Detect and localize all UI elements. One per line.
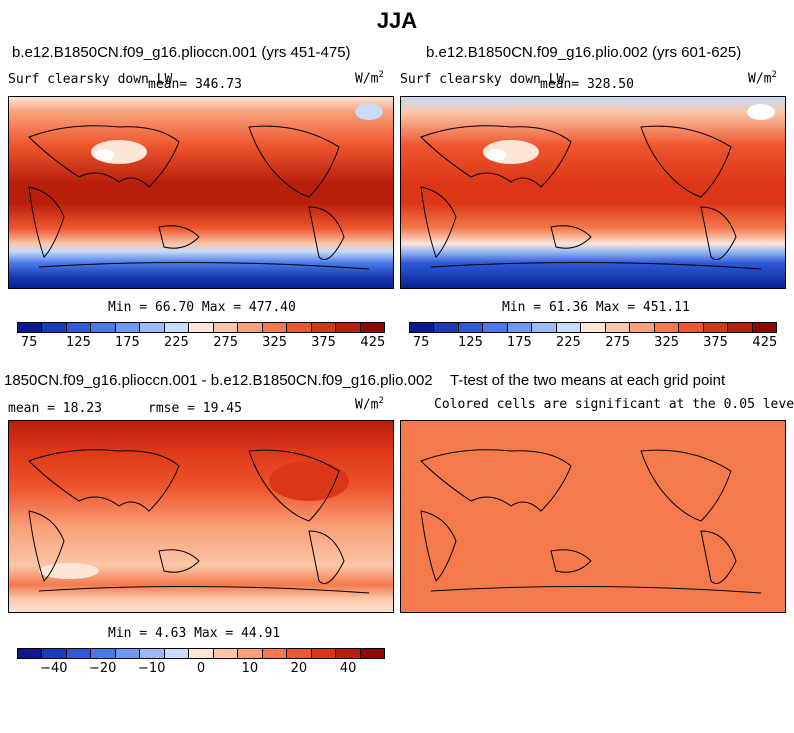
- panel2-colorbar-tick-label: 375: [703, 335, 728, 350]
- panel4-map: [400, 420, 786, 613]
- panel1-map-svg: [9, 97, 393, 288]
- panel1-colorbar-swatch-5: [140, 323, 165, 332]
- panel1-colorbar-swatch-14: [360, 323, 385, 332]
- panel3-colorbar-swatch-1: [42, 649, 67, 658]
- panel1-colorbar-tick-label: 325: [262, 335, 288, 350]
- panel1-colorbar: [17, 322, 385, 333]
- panel3-colorbar-swatch-10: [262, 649, 288, 658]
- panel3-colorbar-swatch-8: [213, 649, 239, 658]
- panel1-title: b.e12.B1850CN.f09_g16.plioccn.001 (yrs 4…: [12, 44, 351, 61]
- panel2-colorbar-swatch-3: [483, 323, 508, 332]
- panel1-colorbar-tick-label: 125: [66, 335, 91, 350]
- panel2-map: [400, 96, 786, 289]
- panel2-colorbar-swatch-8: [605, 323, 631, 332]
- panel1-colorbar-swatch-1: [42, 323, 67, 332]
- panel3-minmax: Min = 4.63 Max = 44.91: [108, 626, 281, 641]
- panel1-colorbar-swatch-2: [66, 323, 92, 332]
- panel3-map: [8, 420, 394, 613]
- panel3-mean: mean = 18.23: [8, 401, 102, 416]
- panel3-colorbar-swatch-3: [91, 649, 116, 658]
- panel2-colorbar-tick-label: 75: [412, 335, 430, 350]
- panel2-colorbar-swatch-7: [581, 323, 606, 332]
- panel3-colorbar-swatch-5: [140, 649, 165, 658]
- panel1-colorbar-swatch-11: [287, 323, 312, 332]
- panel1-colorbar-tick-label: 425: [360, 335, 386, 350]
- panel2-colorbar: [409, 322, 777, 333]
- panel1-units: W/m2: [355, 70, 384, 87]
- panel2-title: b.e12.B1850CN.f09_g16.plio.002 (yrs 601-…: [426, 44, 742, 61]
- panel1-colorbar-swatch-0: [18, 323, 43, 332]
- panel2-mean: mean= 328.50: [540, 77, 634, 92]
- panel4-subtitle: Colored cells are significant at the 0.0…: [434, 397, 794, 412]
- panel3-colorbar-swatch-11: [287, 649, 312, 658]
- panel2-colorbar-swatch-14: [752, 323, 777, 332]
- panel3-colorbar-swatch-2: [66, 649, 92, 658]
- panel1-colorbar-swatch-3: [91, 323, 116, 332]
- panel1-colorbar-tick-label: 275: [213, 335, 239, 350]
- panel2-colorbar-tick-label: 125: [458, 335, 483, 350]
- panel2-colorbar-tick-label: 225: [555, 335, 581, 350]
- panel3-colorbar: [17, 648, 385, 659]
- panel1-colorbar-tick-label: 175: [114, 335, 140, 350]
- panel3-colorbar-tick-label: 40: [339, 661, 357, 676]
- panel2-colorbar-tick-label: 275: [605, 335, 631, 350]
- panel1-minmax: Min = 66.70 Max = 477.40: [108, 300, 296, 315]
- panel1-colorbar-tick-label: 75: [20, 335, 38, 350]
- panel3-colorbar-swatch-13: [336, 649, 361, 658]
- panel3-colorbar-swatch-14: [360, 649, 385, 658]
- panel3-colorbar-tick-label: −20: [89, 661, 117, 676]
- panel3-title: 1850CN.f09_g16.plioccn.001 - b.e12.B1850…: [4, 372, 433, 389]
- panel3-colorbar-swatch-4: [115, 649, 141, 658]
- panel1-map: [8, 96, 394, 289]
- panel3-colorbar-tick-label: 0: [196, 661, 206, 676]
- panel3-colorbar-tick-label: 20: [290, 661, 308, 676]
- panel3-colorbar-swatch-9: [238, 649, 263, 658]
- panel2-colorbar-swatch-12: [703, 323, 729, 332]
- panel4-map-svg: [420, 449, 762, 594]
- panel2-colorbar-tick-label: 175: [506, 335, 532, 350]
- panel2-colorbar-swatch-6: [556, 323, 582, 332]
- panel1-colorbar-swatch-4: [115, 323, 141, 332]
- panel3-colorbar-swatch-12: [311, 649, 337, 658]
- panel1-colorbar-tick-label: 375: [311, 335, 336, 350]
- panel3-map-svg: [9, 421, 393, 612]
- panel2-colorbar-tick-label: 425: [752, 335, 778, 350]
- panel2-variable: Surf clearsky down LW: [400, 72, 565, 87]
- panel3-rmse: rmse = 19.45: [148, 401, 242, 416]
- panel1-colorbar-swatch-6: [164, 323, 190, 332]
- panel2-units: W/m2: [748, 70, 777, 87]
- panel3-colorbar-tick-label: −10: [137, 661, 166, 676]
- panel2-minmax: Min = 61.36 Max = 451.11: [502, 300, 690, 315]
- panel2-colorbar-swatch-5: [532, 323, 557, 332]
- panel2-colorbar-swatch-13: [728, 323, 753, 332]
- panel3-colorbar-swatch-0: [18, 649, 43, 658]
- panel1-colorbar-swatch-10: [262, 323, 288, 332]
- panel2-colorbar-swatch-4: [507, 323, 533, 332]
- panel3-colorbar-swatch-7: [189, 649, 214, 658]
- panel2-colorbar-swatch-10: [654, 323, 680, 332]
- panel1-colorbar-swatch-7: [189, 323, 214, 332]
- panel1-variable: Surf clearsky down LW: [8, 72, 173, 87]
- panel1-colorbar-swatch-9: [238, 323, 263, 332]
- figure-title: JJA: [376, 8, 418, 33]
- panel2-colorbar-swatch-1: [434, 323, 459, 332]
- panel2-colorbar-swatch-11: [679, 323, 704, 332]
- panel2-colorbar-swatch-9: [630, 323, 655, 332]
- panel3-units: W/m2: [355, 396, 384, 413]
- panel2-colorbar-swatch-0: [410, 323, 435, 332]
- panel3-colorbar-tick-label: −40: [40, 661, 68, 676]
- panel1-mean: mean= 346.73: [148, 77, 242, 92]
- panel3-colorbar-swatch-6: [164, 649, 190, 658]
- panel1-colorbar-swatch-8: [213, 323, 239, 332]
- panel3-colorbar-tick-label: 10: [241, 661, 259, 676]
- panel2-colorbar-tick-label: 325: [654, 335, 680, 350]
- panel4-title: T-test of the two means at each grid poi…: [450, 372, 726, 389]
- panel1-colorbar-swatch-13: [336, 323, 361, 332]
- panel2-colorbar-swatch-2: [458, 323, 484, 332]
- panel1-colorbar-swatch-12: [311, 323, 337, 332]
- panel2-map-svg: [401, 97, 785, 288]
- panel1-colorbar-tick-label: 225: [163, 335, 189, 350]
